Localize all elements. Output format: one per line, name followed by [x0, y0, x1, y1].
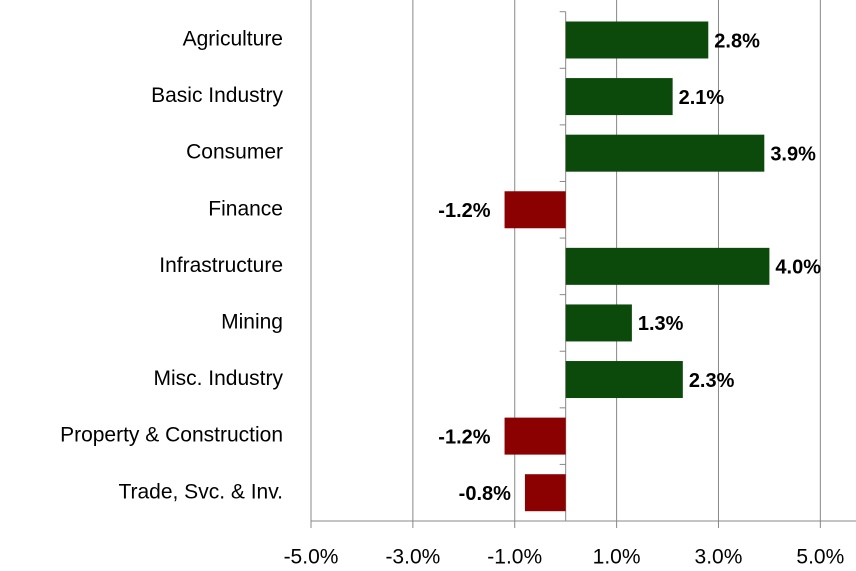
bar: [565, 304, 632, 342]
value-label: -1.2%: [438, 200, 490, 222]
value-label: -1.2%: [438, 426, 490, 448]
x-tick-label: -1.0%: [487, 546, 542, 569]
y-tick-label: Basic Industry: [151, 84, 283, 107]
bar: [504, 191, 566, 229]
y-tick-label: Misc. Industry: [153, 367, 283, 390]
bar: [565, 361, 683, 399]
x-tick-label: 5.0%: [796, 546, 844, 569]
bar: [504, 417, 566, 455]
value-label: 2.3%: [689, 370, 735, 392]
x-tick-label: -3.0%: [385, 546, 440, 569]
value-label: 2.8%: [714, 30, 760, 52]
bar: [565, 247, 770, 285]
x-tick-label: 1.0%: [593, 546, 641, 569]
x-tick-label: 3.0%: [695, 546, 743, 569]
bar: [565, 21, 709, 59]
value-label: 3.9%: [770, 143, 816, 165]
value-label: -0.8%: [459, 483, 511, 505]
value-label: 1.3%: [638, 313, 684, 335]
y-tick-label: Trade, Svc. & Inv.: [118, 480, 283, 503]
bar: [565, 134, 765, 172]
y-tick-label: Consumer: [186, 141, 283, 164]
y-tick-label: Mining: [221, 310, 283, 333]
x-tick-label: -5.0%: [284, 546, 339, 569]
y-tick-label: Agriculture: [183, 28, 283, 51]
y-tick-label: Finance: [208, 197, 283, 220]
value-label: 2.1%: [679, 87, 725, 109]
bar: [565, 78, 673, 116]
bar: [524, 474, 566, 512]
y-tick-label: Infrastructure: [159, 254, 283, 277]
value-label: 4.0%: [775, 257, 821, 279]
y-tick-label: Property & Construction: [60, 424, 283, 447]
